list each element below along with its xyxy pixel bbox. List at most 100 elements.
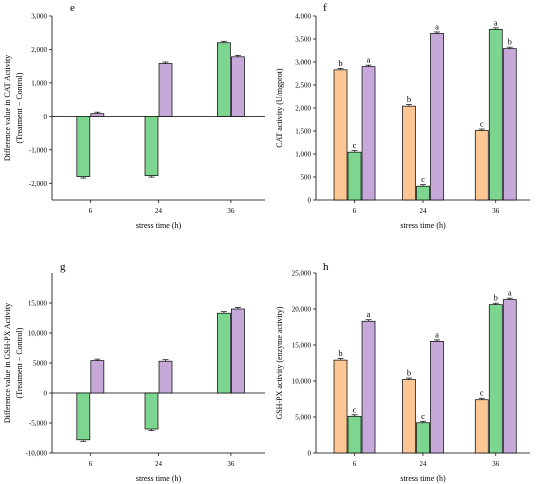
x-tick-label: 6 <box>89 207 93 215</box>
chart-panel-g: g -10,000 -5,000 0 5000 10,000 15,000 6 24 36 stre… <box>3 261 265 483</box>
y-tick-label: 1,000 <box>295 151 311 159</box>
y-tick-label: 3,000 <box>31 13 47 21</box>
x-axis-title: stress time (h) <box>400 221 446 230</box>
significance-label: a <box>367 309 371 319</box>
y-axis-title: CAT activity (U/mgprot) <box>275 68 284 148</box>
x-tick-label: 6 <box>89 460 93 468</box>
bar-green <box>76 116 91 177</box>
x-tick-label: 24 <box>420 207 428 215</box>
significance-label: c <box>480 388 484 398</box>
y-tick-label: 15,000 <box>292 342 312 350</box>
y-tick-label: 3,500 <box>295 36 311 44</box>
bar-purple <box>430 341 444 454</box>
significance-label: c <box>421 411 425 421</box>
significance-label: b <box>407 94 411 104</box>
x-tick-label: 6 <box>353 207 357 215</box>
significance-label: a <box>435 21 439 31</box>
panel-letter: g <box>60 261 66 273</box>
chart-panel-e: e -2,000 -1,000 0 1,000 2,000 3,000 6 24 36 stress… <box>3 2 265 230</box>
significance-label: b <box>338 58 342 68</box>
y-tick-label: 2,000 <box>295 105 311 113</box>
bar-green <box>217 42 231 117</box>
chart-panel-h: h 0 5,000 10,000 15,000 20,000 25,000 6 24 36 stre… <box>275 261 530 483</box>
bar-green <box>347 151 362 201</box>
bar-green <box>488 28 503 201</box>
bar-purple <box>502 299 517 454</box>
y-tick-label: 20,000 <box>292 306 312 314</box>
y-tick-label: 25,000 <box>292 270 312 278</box>
bar-green <box>144 392 159 430</box>
y-tick-label: 0 <box>308 197 312 205</box>
bar-purple <box>430 33 444 201</box>
x-tick-label: 36 <box>492 207 500 215</box>
significance-label: b <box>338 348 342 358</box>
bar-orange <box>474 399 489 454</box>
y-tick-label: -2,000 <box>29 180 48 188</box>
x-tick-label: 6 <box>353 460 357 468</box>
x-tick-label: 24 <box>420 460 428 468</box>
y-tick-label: 15,000 <box>28 300 48 308</box>
bar-purple <box>502 48 517 201</box>
y-tick-label: 1,500 <box>295 128 311 136</box>
significance-label: a <box>367 55 371 65</box>
y-axis-title: GSH-PX activity (enzyme activity) <box>275 306 284 419</box>
bar-green <box>347 415 362 454</box>
significance-label: b <box>494 293 498 303</box>
bar-green <box>416 185 430 201</box>
y-tick-label: 5000 <box>33 360 48 368</box>
chart-panel-f: f 0 500 1,000 1,500 2,000 2,500 3,000 3,500 4,000… <box>275 2 530 230</box>
x-tick-label: 24 <box>155 207 163 215</box>
bar-purple <box>231 308 245 394</box>
y-tick-label: -10,000 <box>25 450 47 458</box>
bar-purple <box>158 63 173 117</box>
bar-orange <box>402 105 416 201</box>
bar-green <box>217 312 231 394</box>
panel-letter: h <box>323 261 329 273</box>
x-tick-label: 36 <box>227 460 235 468</box>
y-axis-title: Difference value in CAT Activity <box>3 55 12 161</box>
x-tick-label: 36 <box>492 460 500 468</box>
x-axis-title: stress time (h) <box>400 474 446 483</box>
y-tick-label: 4,000 <box>295 13 311 21</box>
significance-label: a <box>435 329 439 339</box>
bar-orange <box>333 359 348 454</box>
significance-label: b <box>508 37 512 47</box>
bar-orange <box>333 69 348 201</box>
significance-label: c <box>353 404 357 414</box>
bar-purple <box>158 360 173 394</box>
y-tick-label: -5,000 <box>29 420 48 428</box>
y-tick-label: 0 <box>308 450 312 458</box>
significance-label: a <box>508 288 512 298</box>
bar-green <box>416 422 430 454</box>
bar-green <box>76 392 91 441</box>
bar-purple <box>90 113 105 117</box>
bar-green <box>144 116 159 176</box>
bar-purple <box>361 320 376 454</box>
bar-green <box>488 304 503 454</box>
y-tick-label: 0 <box>44 113 48 121</box>
y-tick-label: 2,000 <box>31 46 47 54</box>
bar-purple <box>361 66 376 201</box>
bar-orange <box>402 379 416 454</box>
panel-letter: e <box>70 2 75 14</box>
y-tick-label: 1,000 <box>31 79 47 87</box>
y-tick-label: 500 <box>301 174 312 182</box>
x-tick-label: 36 <box>227 207 235 215</box>
x-tick-label: 24 <box>155 460 163 468</box>
y-axis-title: Difference value in GSH-PX Activity <box>3 303 12 423</box>
bar-orange <box>474 130 489 201</box>
y-tick-label: 10,000 <box>292 378 312 386</box>
y-axis-title: (Treatment − Control) <box>15 327 24 398</box>
bar-purple <box>231 56 245 117</box>
significance-label: b <box>407 368 411 378</box>
y-tick-label: 5,000 <box>295 414 311 422</box>
y-tick-label: -1,000 <box>29 146 48 154</box>
significance-label: c <box>353 140 357 150</box>
y-tick-label: 0 <box>44 390 48 398</box>
x-axis-title: stress time (h) <box>136 474 182 483</box>
y-tick-label: 10,000 <box>28 330 48 338</box>
x-axis-title: stress time (h) <box>136 221 182 230</box>
y-tick-label: 3,000 <box>295 59 311 67</box>
y-tick-label: 2,500 <box>295 82 311 90</box>
